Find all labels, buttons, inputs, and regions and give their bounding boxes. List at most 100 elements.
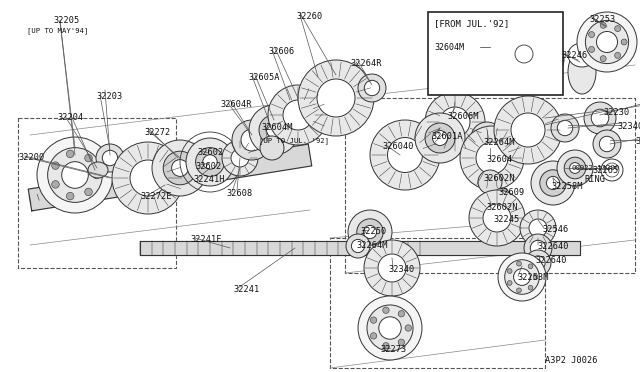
Ellipse shape bbox=[378, 254, 406, 282]
Text: 32264M: 32264M bbox=[356, 241, 387, 250]
Ellipse shape bbox=[425, 123, 455, 153]
Ellipse shape bbox=[568, 50, 596, 94]
Ellipse shape bbox=[516, 288, 522, 293]
Ellipse shape bbox=[460, 126, 524, 190]
Ellipse shape bbox=[231, 149, 249, 167]
Ellipse shape bbox=[528, 264, 533, 269]
Ellipse shape bbox=[488, 38, 520, 70]
Ellipse shape bbox=[351, 240, 365, 253]
Ellipse shape bbox=[596, 32, 618, 52]
Ellipse shape bbox=[531, 161, 575, 205]
Ellipse shape bbox=[88, 162, 108, 178]
Text: 32272E: 32272E bbox=[140, 192, 172, 201]
Ellipse shape bbox=[557, 150, 593, 186]
Ellipse shape bbox=[47, 148, 102, 202]
Ellipse shape bbox=[591, 109, 609, 127]
Ellipse shape bbox=[96, 144, 124, 172]
Ellipse shape bbox=[357, 219, 383, 245]
Text: 32241F: 32241F bbox=[190, 235, 221, 244]
Ellipse shape bbox=[557, 120, 573, 136]
Text: 32265: 32265 bbox=[592, 166, 618, 175]
Ellipse shape bbox=[84, 154, 92, 162]
Bar bbox=[428, 12, 563, 95]
Ellipse shape bbox=[371, 333, 377, 339]
Ellipse shape bbox=[476, 142, 508, 174]
Text: 32204: 32204 bbox=[57, 113, 83, 122]
Ellipse shape bbox=[93, 171, 100, 179]
Ellipse shape bbox=[398, 311, 404, 317]
Text: 32546: 32546 bbox=[542, 225, 568, 234]
Ellipse shape bbox=[268, 85, 328, 145]
Text: 32609: 32609 bbox=[498, 188, 524, 197]
Ellipse shape bbox=[84, 188, 92, 196]
Ellipse shape bbox=[379, 317, 401, 339]
Ellipse shape bbox=[364, 240, 420, 296]
Text: 32260: 32260 bbox=[296, 12, 323, 21]
Ellipse shape bbox=[514, 44, 534, 64]
Ellipse shape bbox=[506, 36, 542, 72]
Ellipse shape bbox=[577, 12, 637, 72]
Text: 32272: 32272 bbox=[144, 128, 170, 137]
Bar bbox=[330, 238, 545, 368]
Ellipse shape bbox=[568, 43, 596, 67]
Ellipse shape bbox=[511, 113, 545, 147]
Text: 32250: 32250 bbox=[360, 227, 387, 236]
Polygon shape bbox=[140, 241, 580, 255]
Ellipse shape bbox=[152, 140, 208, 196]
Ellipse shape bbox=[203, 155, 217, 169]
Ellipse shape bbox=[600, 56, 606, 62]
Ellipse shape bbox=[102, 150, 118, 166]
Ellipse shape bbox=[232, 120, 272, 160]
Ellipse shape bbox=[364, 80, 380, 96]
Ellipse shape bbox=[259, 115, 289, 145]
Text: A3P2 J0026: A3P2 J0026 bbox=[545, 356, 598, 365]
Ellipse shape bbox=[540, 170, 566, 196]
Ellipse shape bbox=[440, 107, 470, 137]
Text: 32348: 32348 bbox=[635, 137, 640, 146]
Text: 32253: 32253 bbox=[589, 15, 615, 24]
Ellipse shape bbox=[405, 325, 412, 331]
Text: 32205: 32205 bbox=[53, 16, 79, 25]
Text: 326040: 326040 bbox=[382, 142, 413, 151]
Ellipse shape bbox=[498, 253, 546, 301]
Bar bbox=[18, 118, 176, 268]
Text: [UP TO MAY'94]: [UP TO MAY'94] bbox=[27, 27, 88, 34]
Ellipse shape bbox=[533, 275, 538, 279]
Ellipse shape bbox=[478, 129, 496, 147]
Ellipse shape bbox=[387, 138, 422, 173]
Text: 32200: 32200 bbox=[18, 153, 44, 162]
Ellipse shape bbox=[589, 32, 595, 38]
Ellipse shape bbox=[483, 204, 511, 232]
Ellipse shape bbox=[249, 105, 299, 155]
Ellipse shape bbox=[367, 305, 413, 351]
Ellipse shape bbox=[477, 194, 503, 220]
Ellipse shape bbox=[516, 261, 522, 266]
Ellipse shape bbox=[589, 46, 595, 52]
Ellipse shape bbox=[371, 317, 377, 323]
Text: 32605A: 32605A bbox=[248, 73, 280, 82]
Ellipse shape bbox=[600, 22, 606, 28]
Ellipse shape bbox=[614, 26, 621, 32]
Ellipse shape bbox=[533, 48, 555, 70]
Text: 32253M: 32253M bbox=[517, 273, 548, 282]
Ellipse shape bbox=[266, 122, 282, 138]
Ellipse shape bbox=[346, 234, 370, 258]
Ellipse shape bbox=[383, 343, 389, 349]
Ellipse shape bbox=[172, 160, 188, 176]
Ellipse shape bbox=[317, 79, 355, 117]
Ellipse shape bbox=[433, 131, 447, 145]
Text: 32604R: 32604R bbox=[220, 100, 252, 109]
Ellipse shape bbox=[529, 219, 547, 237]
Ellipse shape bbox=[525, 250, 551, 276]
Ellipse shape bbox=[398, 339, 404, 346]
Ellipse shape bbox=[61, 162, 88, 188]
Ellipse shape bbox=[415, 113, 465, 163]
Ellipse shape bbox=[298, 60, 374, 136]
Text: 32230: 32230 bbox=[603, 108, 629, 117]
Text: 32245: 32245 bbox=[493, 215, 519, 224]
Ellipse shape bbox=[260, 136, 284, 160]
Ellipse shape bbox=[514, 269, 531, 285]
Ellipse shape bbox=[505, 260, 540, 294]
Ellipse shape bbox=[67, 192, 74, 200]
Text: RING: RING bbox=[584, 175, 605, 184]
